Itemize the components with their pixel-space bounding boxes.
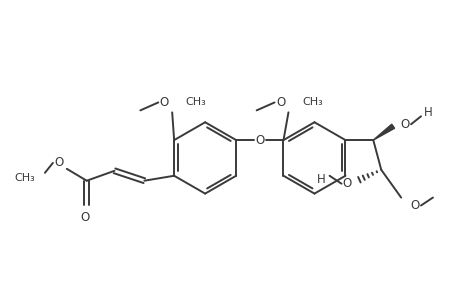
Text: H: H [423,106,431,119]
Text: O: O [409,199,419,212]
Text: O: O [255,134,264,147]
Text: CH₃: CH₃ [302,98,322,107]
Text: O: O [400,118,409,131]
Text: H: H [317,173,325,186]
Text: O: O [80,211,89,224]
Text: CH₃: CH₃ [185,98,205,107]
Text: CH₃: CH₃ [14,173,35,183]
Text: O: O [275,96,285,109]
Text: O: O [54,156,63,170]
Text: O: O [159,96,168,109]
Text: O: O [342,177,351,190]
Polygon shape [373,124,394,140]
